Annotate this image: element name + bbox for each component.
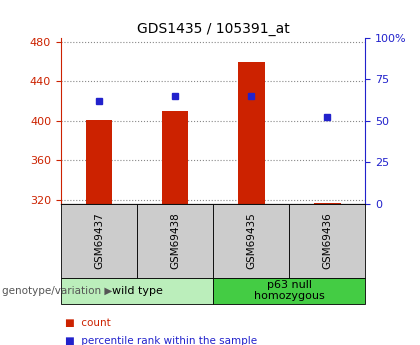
Text: p63 null
homozygous: p63 null homozygous [254, 280, 325, 302]
Title: GDS1435 / 105391_at: GDS1435 / 105391_at [137, 21, 289, 36]
Text: ■  percentile rank within the sample: ■ percentile rank within the sample [65, 336, 257, 345]
Bar [86, 120, 112, 204]
Bar [238, 62, 265, 204]
Text: wild type: wild type [112, 286, 163, 296]
Text: GSM69435: GSM69435 [246, 212, 256, 269]
Text: genotype/variation ▶: genotype/variation ▶ [2, 286, 113, 296]
Text: ■  count: ■ count [65, 318, 111, 327]
Text: GSM69436: GSM69436 [322, 212, 332, 269]
Bar [314, 203, 341, 204]
Text: GSM69438: GSM69438 [170, 212, 180, 269]
Text: GSM69437: GSM69437 [94, 212, 104, 269]
Bar [162, 111, 189, 204]
